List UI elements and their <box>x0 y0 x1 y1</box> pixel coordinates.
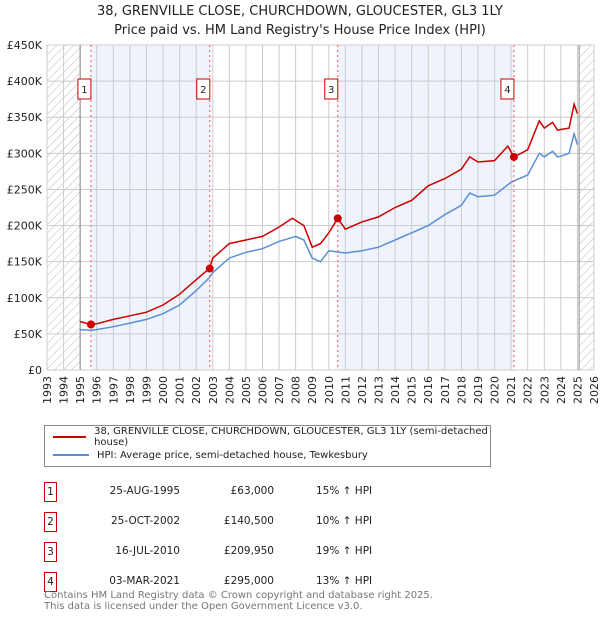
x-tick-label: 2014 <box>389 376 402 404</box>
sale-marker-box <box>196 78 211 100</box>
x-tick-label: 2018 <box>455 376 468 404</box>
y-tick-label: £150K <box>7 256 43 269</box>
sale-number: 3 <box>44 542 57 562</box>
x-tick-label: 2000 <box>157 376 170 404</box>
sale-number: 1 <box>44 482 57 502</box>
x-tick-label: 2011 <box>339 376 352 404</box>
x-tick-label: 2012 <box>356 376 369 404</box>
x-tick-label: 1994 <box>58 376 71 404</box>
sale-point <box>86 320 95 329</box>
x-tick-label: 1993 <box>41 376 54 404</box>
y-tick-label: £50K <box>14 328 43 341</box>
y-tick-label: £0 <box>28 364 42 377</box>
sale-row: 4 03-MAR-2021 £295,000 13% ↑ HPI <box>44 572 444 592</box>
sale-number: 4 <box>44 572 57 592</box>
sale-marker-box <box>324 78 339 100</box>
x-tick-label: 2020 <box>489 376 502 404</box>
footer: Contains HM Land Registry data © Crown c… <box>44 590 433 612</box>
sale-hpi-diff: 13% ↑ HPI <box>316 575 373 587</box>
y-tick-label: £350K <box>7 111 43 124</box>
x-tick-label: 2008 <box>290 376 303 404</box>
sale-price: £63,000 <box>230 485 274 497</box>
title: 38, GRENVILLE CLOSE, CHURCHDOWN, GLOUCES… <box>97 4 503 19</box>
x-tick-label: 1997 <box>107 376 120 404</box>
sale-marker-box <box>500 78 515 100</box>
sale-marker-box <box>77 78 92 100</box>
legend-swatch-blue <box>53 454 89 456</box>
hatched-region-after <box>579 45 594 370</box>
x-tick-label: 2016 <box>422 376 435 404</box>
sale-date: 25-OCT-2002 <box>111 515 180 527</box>
y-tick-label: £100K <box>7 292 43 305</box>
sale-price: £295,000 <box>223 575 274 587</box>
x-tick-label: 2019 <box>472 376 485 404</box>
x-tick-label: 1996 <box>91 376 104 404</box>
x-tick-label: 1998 <box>124 376 137 404</box>
x-tick-label: 2009 <box>306 376 319 404</box>
sale-row: 3 16-JUL-2010 £209,950 19% ↑ HPI <box>44 542 444 562</box>
chart-title: 38, GRENVILLE CLOSE, CHURCHDOWN, GLOUCES… <box>0 2 600 40</box>
x-tick-label: 1999 <box>140 376 153 404</box>
x-tick-label: 2013 <box>373 376 386 404</box>
sale-marker-label: 3 <box>328 85 334 96</box>
x-tick-label: 2015 <box>406 376 419 404</box>
sale-date: 16-JUL-2010 <box>115 545 180 557</box>
sale-point <box>205 264 214 273</box>
sale-marker-label: 1 <box>81 85 87 96</box>
y-tick-label: £250K <box>7 183 43 196</box>
legend-item-property: 38, GRENVILLE CLOSE, CHURCHDOWN, GLOUCES… <box>53 426 490 448</box>
sale-price: £209,950 <box>223 545 274 557</box>
sale-hpi-diff: 10% ↑ HPI <box>316 515 373 527</box>
x-tick-label: 2001 <box>174 376 187 404</box>
footer-line-1: Contains HM Land Registry data © Crown c… <box>44 590 433 601</box>
legend: 38, GRENVILLE CLOSE, CHURCHDOWN, GLOUCES… <box>44 425 491 467</box>
x-tick-label: 2026 <box>588 376 600 404</box>
y-tick-label: £400K <box>7 75 43 88</box>
x-tick-label: 2003 <box>207 376 220 404</box>
x-tick-label: 2024 <box>555 376 568 404</box>
sale-hpi-diff: 15% ↑ HPI <box>316 485 373 497</box>
x-tick-label: 1995 <box>74 376 87 404</box>
sale-hpi-diff: 19% ↑ HPI <box>316 545 373 557</box>
sale-price: £140,500 <box>223 515 274 527</box>
x-tick-label: 2010 <box>323 376 336 404</box>
legend-label: 38, GRENVILLE CLOSE, CHURCHDOWN, GLOUCES… <box>94 426 488 448</box>
x-tick-label: 2006 <box>256 376 269 404</box>
sale-date: 03-MAR-2021 <box>109 575 180 587</box>
y-tick-label: £300K <box>7 147 43 160</box>
series-line-property <box>80 101 579 326</box>
sale-point <box>333 214 342 223</box>
sale-number: 2 <box>44 512 57 532</box>
chart: 1993 1994 1995 1996 1997 1998 1999 2000 2001 2002… <box>7 39 600 404</box>
y-tick-label: £450K <box>7 39 43 52</box>
x-tick-label: 2017 <box>439 376 452 404</box>
legend-item-hpi: HPI: Average price, semi-detached house,… <box>53 447 368 463</box>
sale-marker-label: 4 <box>504 85 510 96</box>
legend-label: HPI: Average price, semi-detached house,… <box>97 449 368 461</box>
subtitle: Price paid vs. HM Land Registry's House … <box>114 23 486 38</box>
sale-point <box>509 152 518 161</box>
x-tick-label: 2007 <box>273 376 286 404</box>
sale-row: 1 25-AUG-1995 £63,000 15% ↑ HPI <box>44 482 444 502</box>
sale-date: 25-AUG-1995 <box>109 485 180 497</box>
x-tick-label: 2022 <box>522 376 535 404</box>
x-tick-label: 2025 <box>571 376 584 404</box>
series-line-hpi <box>80 131 579 332</box>
x-tick-label: 2023 <box>538 376 551 404</box>
y-tick-label: £200K <box>7 220 43 233</box>
shaded-period-1-2 <box>90 45 210 370</box>
sale-marker-label: 2 <box>200 85 206 96</box>
x-tick-label: 2005 <box>240 376 253 404</box>
footer-line-2: This data is licensed under the Open Gov… <box>44 601 363 612</box>
legend-swatch-red <box>53 436 87 438</box>
shaded-period-3-4 <box>337 45 514 370</box>
x-tick-label: 2021 <box>505 376 518 404</box>
sale-row: 2 25-OCT-2002 £140,500 10% ↑ HPI <box>44 512 444 532</box>
x-tick-label: 2002 <box>190 376 203 404</box>
x-tick-label: 2004 <box>223 376 236 404</box>
